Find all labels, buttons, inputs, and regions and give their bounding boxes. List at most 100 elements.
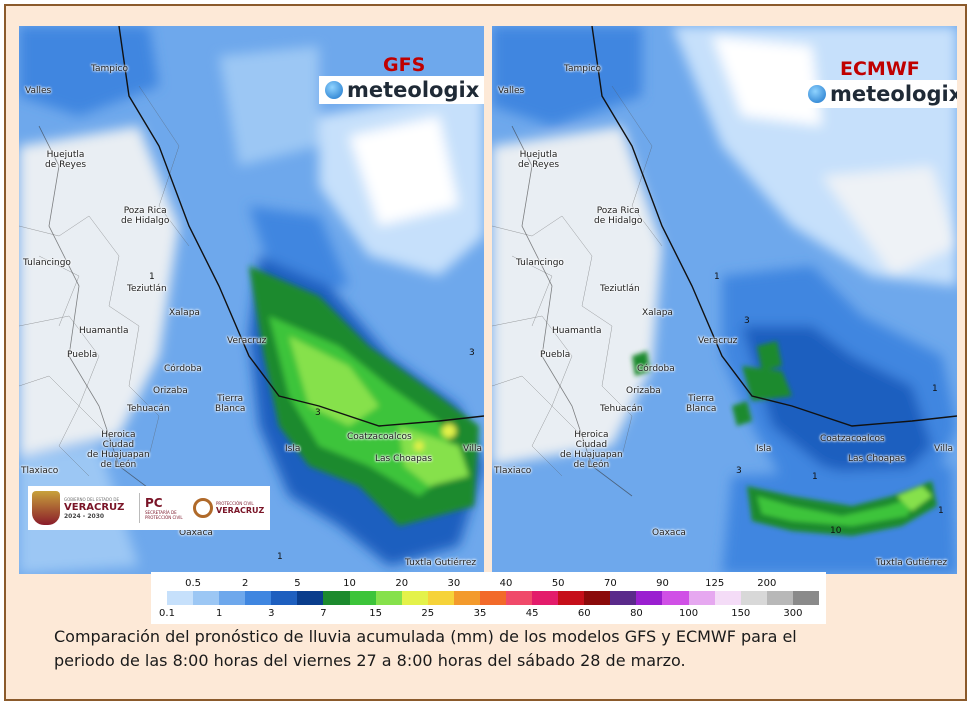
city-label: Las Choapas <box>375 454 433 464</box>
city-label: Valles <box>498 86 525 96</box>
legend-top-label: 125 <box>705 578 725 589</box>
city-label: Tehuacán <box>600 404 643 414</box>
legend-top-label: 30 <box>447 578 461 589</box>
veracruz-shield-icon <box>32 491 60 525</box>
ecmwf-brand-text: meteologix <box>830 82 957 106</box>
pc-logo: PC SECRETARÍA DE PROTECCIÓN CIVIL <box>145 496 193 520</box>
gfs-forecast-map: GFS meteologix Tampico Valles Huejutla d… <box>19 26 484 574</box>
city-label: Oaxaca <box>652 528 686 538</box>
city-label: Veracruz <box>227 336 267 346</box>
legend-swatch <box>714 591 741 605</box>
caption-line-1: Comparación del pronóstico de lluvia acu… <box>54 627 797 646</box>
precipitation-legend: 0.1 1 3 7 15 25 35 45 60 80 100 150 300 0.5 2 5 10 20 30 40… <box>151 572 826 624</box>
city-label: Tlaxiaco <box>21 466 59 476</box>
city-label: Tehuacán <box>127 404 170 414</box>
legend-top-label: 50 <box>551 578 565 589</box>
image-frame: GFS meteologix Tampico Valles Huejutla d… <box>4 4 967 701</box>
contour-label: 1 <box>812 472 818 482</box>
contour-label: 3 <box>469 348 475 358</box>
city-label: Valles <box>25 86 52 96</box>
legend-swatch <box>792 591 819 605</box>
legend-swatch <box>323 591 350 605</box>
pc-small-text: SECRETARÍA DE PROTECCIÓN CIVIL <box>145 510 183 520</box>
city-label: Teziutlán <box>127 284 167 294</box>
caption-line-2: periodo de las 8:00 horas del viernes 27… <box>54 651 686 670</box>
pc2-small-text: PROTECCIÓN CIVIL <box>216 501 254 506</box>
legend-swatch <box>271 591 298 605</box>
legend-bottom-label: 150 <box>731 608 751 619</box>
pc2-big-text: VERACRUZ <box>216 506 265 515</box>
city-label: Poza Rica de Hidalgo <box>121 206 170 226</box>
legend-bottom-label: 0.1 <box>159 608 175 619</box>
ecmwf-coastline <box>591 26 957 427</box>
city-label: Teziutlán <box>600 284 640 294</box>
gov-big-text: VERACRUZ <box>64 501 125 513</box>
legend-top-label: 10 <box>343 578 356 589</box>
legend-swatch <box>349 591 376 605</box>
gov-small-text: GOBIERNO DEL ESTADO DE <box>64 496 120 502</box>
city-label: Heroica Ciudad de Huajuapan de León <box>87 430 150 470</box>
legend-bottom-label: 300 <box>783 608 803 619</box>
city-label: Veracruz <box>698 336 738 346</box>
gfs-model-label: GFS <box>383 54 426 76</box>
city-label: Xalapa <box>169 308 200 318</box>
legend-bottom-label: 15 <box>369 608 382 619</box>
legend-swatch <box>584 591 611 605</box>
legend-bottom-label: 35 <box>473 608 487 619</box>
legend-top-label: 90 <box>656 578 669 589</box>
legend-swatch <box>401 591 428 605</box>
meteologix-globe-icon <box>808 85 826 103</box>
legend-top-label: 40 <box>499 578 513 589</box>
legend-swatch <box>610 591 637 605</box>
legend-swatch <box>375 591 402 605</box>
legend-swatch <box>740 591 767 605</box>
city-label: Huejutla de Reyes <box>45 150 87 170</box>
legend-bottom-label: 3 <box>268 608 275 619</box>
legend-swatch <box>636 591 663 605</box>
city-label: Tulancingo <box>23 258 71 268</box>
city-label: Tuxtla Gutiérrez <box>405 558 477 568</box>
logo-divider <box>139 493 140 523</box>
city-label: Huamantla <box>552 326 602 336</box>
city-label: Coatzacoalcos <box>820 434 885 444</box>
city-label: Poza Rica de Hidalgo <box>594 206 643 226</box>
legend-bottom-label: 80 <box>630 608 643 619</box>
city-label: Tampico <box>91 64 128 74</box>
gfs-meteologix-brand: meteologix <box>319 76 484 104</box>
gfs-brand-text: meteologix <box>347 78 480 102</box>
pc-big-text: PC <box>145 496 163 510</box>
ecmwf-forecast-map: ECMWF meteologix Tampico Valles Huejutla… <box>492 26 957 574</box>
legend-swatch <box>245 591 272 605</box>
city-label: Oaxaca <box>179 528 213 538</box>
city-label: Puebla <box>67 350 98 360</box>
city-label: Tampico <box>564 64 601 74</box>
legend-bottom-label: 1 <box>215 608 223 619</box>
legend-swatch <box>479 591 507 605</box>
city-label: Coatzacoalcos <box>347 432 412 442</box>
legend-color-bar <box>167 591 819 605</box>
legend-bottom-label: 25 <box>421 608 435 619</box>
city-label: Córdoba <box>637 364 675 374</box>
contour-label: 3 <box>315 408 321 418</box>
city-label: Tuxtla Gutiérrez <box>876 558 948 568</box>
legend-swatch <box>506 591 533 605</box>
gfs-coastline <box>118 26 484 427</box>
ecmwf-model-label: ECMWF <box>840 58 920 80</box>
gov-years-text: 2024 - 2030 <box>64 512 105 520</box>
city-label: Huejutla de Reyes <box>518 150 560 170</box>
city-label: Puebla <box>540 350 571 360</box>
legend-swatch <box>219 591 246 605</box>
legend-bottom-label: 100 <box>679 608 699 619</box>
government-logos: GOBIERNO DEL ESTADO DE VERACRUZ 2024 - 2… <box>28 486 270 530</box>
pc-veracruz-logo: PROTECCIÓN CIVIL VERACRUZ <box>216 501 264 515</box>
contour-label: 3 <box>744 316 750 326</box>
contour-label: 1 <box>938 506 944 516</box>
city-label: Xalapa <box>642 308 673 318</box>
legend-swatch <box>297 591 324 605</box>
legend-swatch <box>193 591 220 605</box>
city-label: Isla <box>756 444 772 454</box>
gov-veracruz-logo: GOBIERNO DEL ESTADO DE VERACRUZ 2024 - 2… <box>64 497 134 520</box>
meteologix-globe-icon <box>325 81 343 99</box>
city-label: Villa <box>463 444 482 454</box>
city-label: Córdoba <box>164 364 202 374</box>
